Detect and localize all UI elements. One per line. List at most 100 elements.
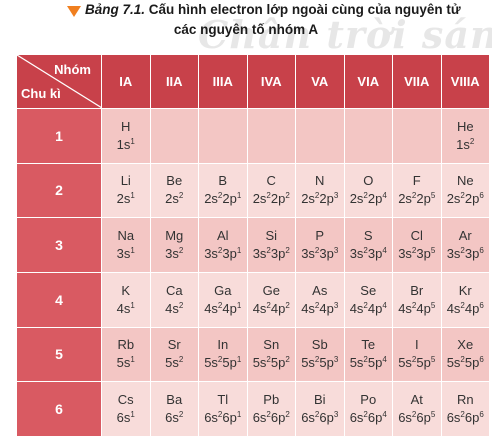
- element-cell-c: C 2s22p2: [247, 163, 296, 219]
- element-cell-sn: Sn 5s25p2: [247, 327, 296, 383]
- group-header-viiia: VIIIA: [441, 55, 490, 109]
- element-symbol: C: [266, 173, 276, 189]
- electron-configuration: 4s1: [116, 300, 135, 316]
- header-row: Nhóm Chu kì IA IIA IIIA IVA VA VIA VIIA VIIIA: [17, 55, 490, 109]
- electron-configuration: 4s2: [165, 300, 184, 316]
- element-cell-xe: Xe 5s25p6: [441, 327, 490, 383]
- element-symbol: Be: [166, 173, 183, 189]
- table-row: 5 Rb 5s1 Sr 5s2 In 5s25p1 Sn 5s25p2 Sb 5s25p3 Te 5s2…: [17, 327, 490, 383]
- element-symbol: S: [363, 228, 373, 244]
- electron-configuration: 6s1: [116, 410, 135, 426]
- element-cell-in: In 5s25p1: [199, 327, 248, 383]
- element-cell-bi: Bi 6s26p3: [296, 382, 345, 437]
- element-cell-ne: Ne 2s22p6: [441, 163, 490, 219]
- element-symbol: Pb: [263, 392, 280, 408]
- element-symbol: Ar: [458, 228, 472, 244]
- element-symbol: Tl: [217, 392, 229, 408]
- group-header-iva: IVA: [247, 55, 296, 109]
- element-symbol: O: [363, 173, 374, 189]
- empty-cell: [150, 109, 199, 164]
- element-cell-ca: Ca 4s2: [150, 272, 199, 328]
- electron-configuration: 6s26p5: [398, 410, 436, 426]
- electron-configuration: 3s2: [165, 246, 184, 262]
- element-cell-o: O 2s22p4: [344, 163, 393, 219]
- corner-group-label: Nhóm: [54, 62, 91, 77]
- element-symbol: Na: [117, 228, 135, 244]
- element-symbol: Xe: [457, 337, 474, 353]
- table-row: 3 Na 3s1 Mg 3s2 Al 3s23p1 Si 3s23p2 P 3s23p3 S 3s23p…: [17, 218, 490, 273]
- caption-label: Bảng 7.1.: [85, 2, 146, 17]
- element-symbol: He: [456, 118, 474, 134]
- table-row: 2 Li 2s1 Be 2s2 B 2s22p1 C 2s22p2 N 2s22p3 O 2s22p4 F…: [17, 163, 490, 219]
- group-header-iiia: IIIA: [199, 55, 248, 109]
- element-cell-n: N 2s22p3: [296, 163, 345, 219]
- table-row: 1 H 1s1 He 1s2: [17, 109, 490, 164]
- diagonal-divider: [17, 55, 102, 108]
- empty-cell: [344, 109, 393, 164]
- element-symbol: Sb: [311, 337, 328, 353]
- element-cell-p: P 3s23p3: [296, 218, 345, 273]
- electron-configuration: 4s24p3: [301, 300, 339, 316]
- electron-configuration: 2s22p5: [398, 191, 436, 207]
- group-header-via: VIA: [344, 55, 393, 109]
- element-cell-te: Te 5s25p4: [344, 327, 393, 383]
- electron-configuration: 2s22p6: [446, 191, 484, 207]
- electron-configuration: 6s26p1: [204, 410, 242, 426]
- electron-configuration: 6s26p2: [252, 410, 290, 426]
- table-caption: Chân trời sáng tạo Bảng 7.1. Cấu hình el…: [0, 0, 492, 57]
- period-label: 2: [17, 163, 102, 219]
- element-symbol: Po: [360, 392, 377, 408]
- element-cell-li: Li 2s1: [102, 163, 151, 219]
- element-cell-h: H 1s1: [102, 109, 151, 164]
- group-header-iia: IIA: [150, 55, 199, 109]
- electron-configuration: 5s25p1: [204, 355, 242, 371]
- element-symbol: Bi: [313, 392, 326, 408]
- electron-configuration: 6s26p6: [446, 410, 484, 426]
- element-cell-ga: Ga 4s24p1: [199, 272, 248, 328]
- element-symbol: K: [121, 282, 131, 298]
- element-cell-kr: Kr 4s24p6: [441, 272, 490, 328]
- electron-config-table: Nhóm Chu kì IA IIA IIIA IVA VA VIA VIIA VIIIA 1…: [17, 54, 490, 437]
- group-header-ia: IA: [102, 55, 151, 109]
- element-cell-se: Se 4s24p4: [344, 272, 393, 328]
- electron-configuration: 5s25p2: [252, 355, 290, 371]
- table-row: 4 K 4s1 Ca 4s2 Ga 4s24p1 Ge 4s24p2 As 4s24p3 Se 4s24…: [17, 272, 490, 328]
- electron-configuration: 2s22p2: [252, 191, 290, 207]
- element-cell-f: F 2s22p5: [393, 163, 442, 219]
- period-label: 1: [17, 109, 102, 164]
- element-symbol: Sn: [263, 337, 280, 353]
- electron-configuration: 5s1: [116, 355, 135, 371]
- element-symbol: Br: [410, 282, 424, 298]
- element-cell-sb: Sb 5s25p3: [296, 327, 345, 383]
- electron-configuration: 4s24p5: [398, 300, 436, 316]
- electron-configuration: 4s24p1: [204, 300, 242, 316]
- element-symbol: Te: [361, 337, 376, 353]
- element-symbol: Si: [265, 228, 278, 244]
- element-symbol: Sr: [167, 337, 181, 353]
- element-symbol: P: [315, 228, 325, 244]
- electron-configuration: 4s24p6: [446, 300, 484, 316]
- element-cell-b: B 2s22p1: [199, 163, 248, 219]
- corner-cell: Nhóm Chu kì: [17, 55, 102, 109]
- corner-period-label: Chu kì: [21, 86, 61, 101]
- element-cell-pb: Pb 6s26p2: [247, 382, 296, 437]
- electron-configuration: 2s22p1: [204, 191, 242, 207]
- element-symbol: H: [121, 118, 131, 134]
- table-body: 1 H 1s1 He 1s2 2 Li 2s1 Be 2s2 B 2s22p1 C 2s22p2 N 2s22…: [17, 109, 490, 437]
- electron-configuration: 3s23p4: [349, 246, 387, 262]
- element-symbol: B: [218, 173, 228, 189]
- element-cell-i: I 5s25p5: [393, 327, 442, 383]
- electron-configuration: 6s26p3: [301, 410, 339, 426]
- element-cell-k: K 4s1: [102, 272, 151, 328]
- element-symbol: In: [217, 337, 229, 353]
- empty-cell: [296, 109, 345, 164]
- element-symbol: Li: [120, 173, 131, 189]
- watermark: Chân trời sáng tạo: [198, 12, 492, 57]
- electron-configuration: 6s2: [165, 410, 184, 426]
- element-cell-tl: Tl 6s26p1: [199, 382, 248, 437]
- element-symbol: Rb: [117, 337, 135, 353]
- element-cell-sr: Sr 5s2: [150, 327, 199, 383]
- empty-cell: [199, 109, 248, 164]
- electron-configuration: 2s22p3: [301, 191, 339, 207]
- electron-configuration: 4s24p2: [252, 300, 290, 316]
